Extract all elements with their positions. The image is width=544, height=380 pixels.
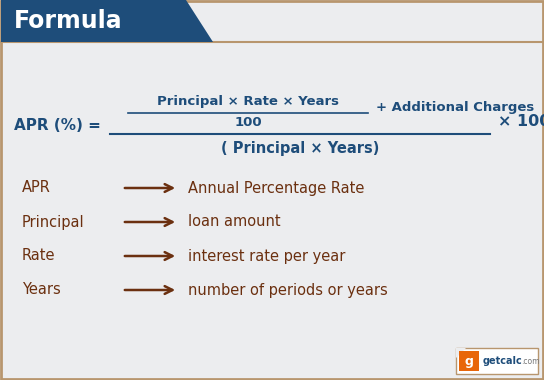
Text: Formula: Formula — [14, 9, 122, 33]
Text: Annual Percentage Rate: Annual Percentage Rate — [188, 180, 364, 195]
Text: number of periods or years: number of periods or years — [188, 282, 388, 298]
Bar — [456, 348, 538, 374]
Bar — [1, 0, 186, 42]
Text: g: g — [465, 356, 473, 369]
Polygon shape — [456, 348, 466, 358]
Polygon shape — [186, 0, 213, 42]
Text: interest rate per year: interest rate per year — [188, 249, 345, 263]
Text: ( Principal × Years): ( Principal × Years) — [221, 141, 379, 155]
Text: Principal × Rate × Years: Principal × Rate × Years — [157, 95, 339, 109]
Text: APR (%) =: APR (%) = — [14, 117, 101, 133]
Text: × 100: × 100 — [498, 114, 544, 130]
Text: Years: Years — [22, 282, 61, 298]
Text: + Additional Charges: + Additional Charges — [376, 100, 534, 114]
Text: Rate: Rate — [22, 249, 55, 263]
Text: loan amount: loan amount — [188, 214, 281, 230]
Text: 100: 100 — [234, 117, 262, 130]
Text: Principal: Principal — [22, 214, 85, 230]
Text: APR: APR — [22, 180, 51, 195]
Bar — [459, 351, 479, 371]
Text: getcalc: getcalc — [483, 356, 523, 366]
Text: .com: .com — [521, 358, 540, 366]
